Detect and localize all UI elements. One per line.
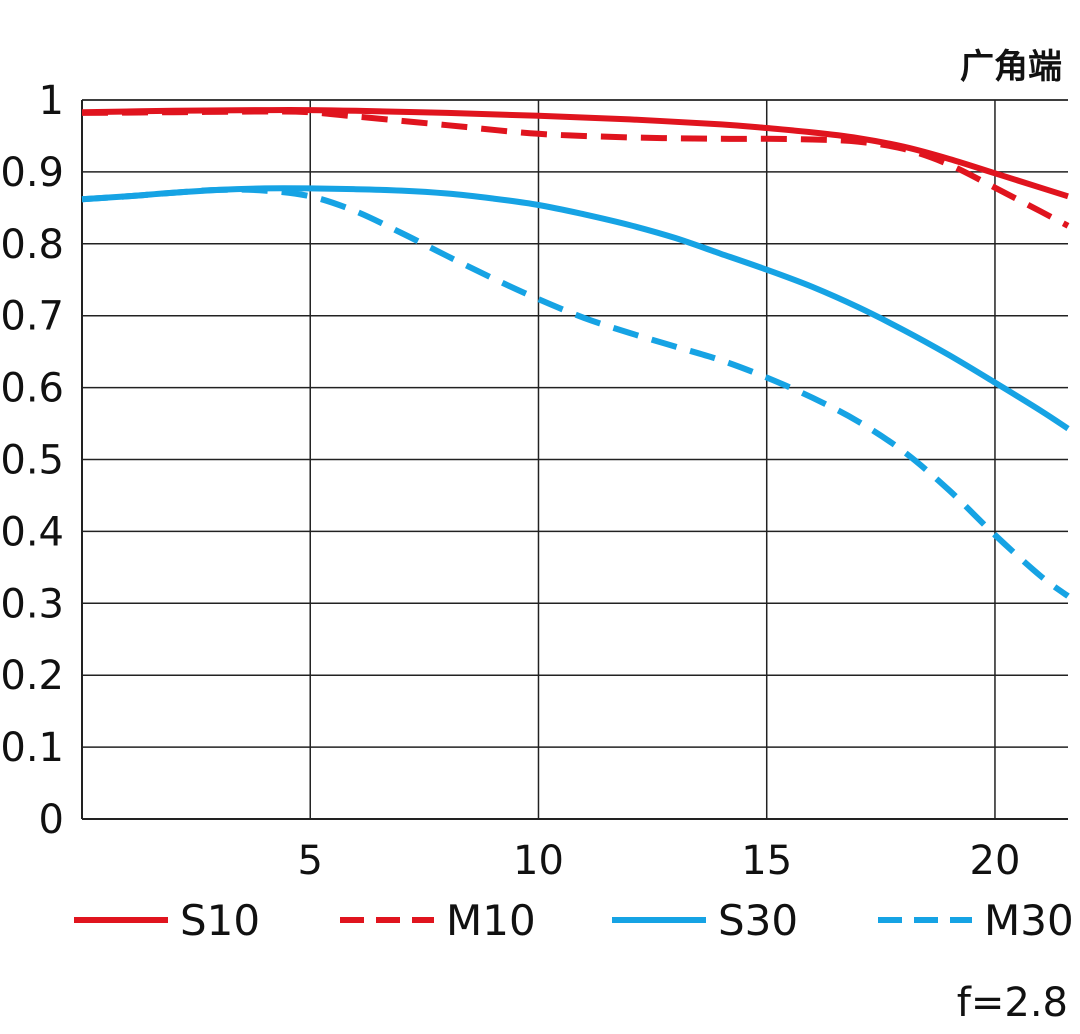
x-tick-label: 20 bbox=[970, 838, 1021, 884]
y-tick-label: 1 bbox=[39, 78, 64, 124]
x-axis-ticks: 5 10 15 20 bbox=[298, 838, 1021, 884]
y-axis-ticks: 0 0.1 0.2 0.3 0.4 0.5 0.6 0.7 0.8 0.9 1 bbox=[0, 78, 64, 843]
y-tick-label: 0.3 bbox=[0, 581, 64, 627]
y-tick-label: 0.7 bbox=[0, 294, 64, 340]
chart-title: 广角端 bbox=[960, 47, 1062, 87]
series-line-m10 bbox=[81, 108, 1070, 229]
legend-label-m10: M10 bbox=[446, 896, 536, 945]
series-line-s30 bbox=[81, 185, 1070, 432]
legend-label-m30: M30 bbox=[984, 896, 1074, 945]
legend-label-s10: S10 bbox=[180, 896, 260, 945]
y-tick-label: 0.4 bbox=[0, 509, 64, 555]
y-tick-label: 0.8 bbox=[0, 222, 64, 268]
x-tick-label: 10 bbox=[513, 838, 564, 884]
grid bbox=[81, 99, 1068, 820]
series-line-m30 bbox=[81, 186, 1070, 599]
aperture-annotation: f=2.8 bbox=[957, 980, 1068, 1026]
y-tick-label: 0.5 bbox=[0, 438, 64, 484]
y-tick-label: 0.9 bbox=[0, 150, 64, 196]
legend: S10 M10 S30 M30 bbox=[74, 896, 1074, 945]
y-tick-label: 0.2 bbox=[0, 653, 64, 699]
series-line-s10 bbox=[81, 106, 1069, 200]
x-tick-label: 15 bbox=[741, 838, 792, 884]
legend-label-s30: S30 bbox=[718, 896, 798, 945]
y-tick-label: 0 bbox=[39, 797, 64, 843]
y-tick-label: 0.6 bbox=[0, 366, 64, 412]
x-tick-label: 5 bbox=[298, 838, 323, 884]
y-tick-label: 0.1 bbox=[0, 725, 64, 771]
series-lines bbox=[81, 106, 1070, 599]
